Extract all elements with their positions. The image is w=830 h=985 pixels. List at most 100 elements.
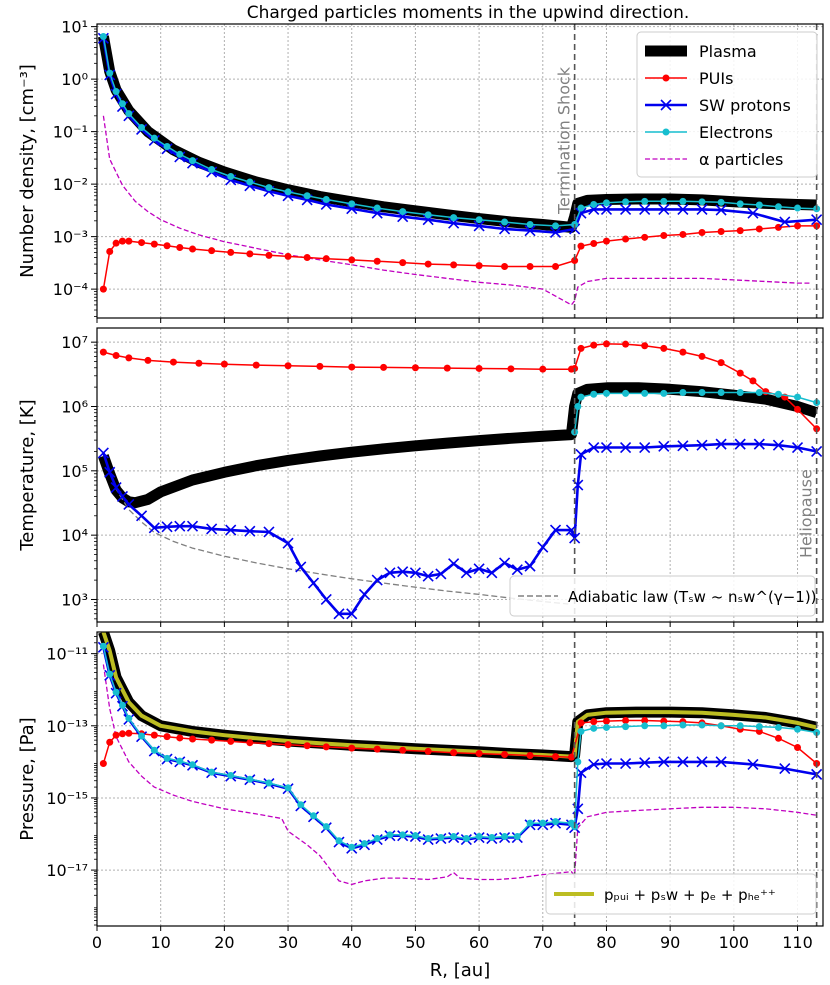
series-sw-point [320,198,332,211]
series-sw-point [161,521,173,533]
series-pui-point [641,233,649,241]
x-tick-label: 110 [782,933,813,952]
series-pui-point [220,360,228,368]
series-electron-point [99,642,107,650]
series-electron-point [513,833,521,841]
series-sw-point [435,568,447,580]
series-pui-point [246,739,254,747]
series-pui-point [698,352,706,360]
series-pui-point [112,352,120,360]
series-pui-point [348,744,356,752]
data-layer [97,32,823,306]
series-electron-point [373,835,381,843]
series-pui-point [602,237,610,245]
series-electron-point [577,204,585,212]
series-pui-point [125,354,133,362]
legend: pₚᵤᵢ + pₛw + pₑ + pₕₑ⁺⁺ [545,873,817,915]
y-tick-label: 10⁴ [61,526,88,545]
series-electron-point [679,388,687,396]
legend-label: pₚᵤᵢ + pₛw + pₑ + pₕₑ⁺⁺ [604,886,776,904]
series-electron-point [774,203,782,211]
series-electron-point [462,835,470,843]
series-sw-point [696,756,708,768]
series-pui [99,717,821,768]
series-pui-point [577,242,585,250]
y-tick-label: 10⁻¹ [53,123,88,142]
series-electron-point [590,724,598,732]
series-electron-point [227,172,235,180]
series-electron-point [577,393,585,401]
series-electron-point [163,754,171,762]
y-tick-label: 10³ [61,590,88,609]
series-pui-point [399,746,407,754]
series-pui-point [641,717,649,725]
series-sw-point [206,523,218,535]
series-alpha [102,115,811,306]
series-electron-point [246,178,254,186]
series-electron-point [641,389,649,397]
series-pui-point [507,365,515,373]
series-electron-point [717,198,725,206]
series-pui-point [118,237,126,245]
series-adiabatic-line [102,452,569,605]
y-tick-label: 10⁻¹¹ [46,645,88,664]
series-sw-point [658,756,670,768]
series-sw-point [575,448,587,460]
series-electron-point [360,840,368,848]
series-electron-point [679,721,687,729]
series-pui-point [526,752,534,760]
series-alpha-line [102,115,811,306]
series-pui-point [602,717,610,725]
series-sw-point [677,756,689,768]
y-tick-label: 10⁻² [53,175,88,194]
legend-label: Adiabatic law (Tₛw ~ nₛw^(γ−1)) [568,588,817,606]
series-pui-point [552,262,560,270]
series-electron-point [450,214,458,222]
series-sw-point [473,220,485,232]
legend-marker-pui [662,74,670,82]
series-sw-point [116,490,129,502]
series-sw-point [397,211,409,223]
series-sw-point [658,440,670,452]
series-sw-point [620,441,632,454]
series-electron-point [112,88,120,96]
series-electron-point [118,100,126,108]
series-electron-point [488,834,496,842]
series-electron-point [590,390,598,398]
series-sw-point [358,588,371,600]
series-sw-point [148,522,160,534]
series-sw [97,438,823,620]
series-sw-point [549,226,562,239]
series-electron-point [539,819,547,827]
series-pui-point [303,254,311,262]
series-sw-point [600,203,613,215]
x-tick-label: 20 [214,933,234,952]
y-tick-label: 10⁻¹³ [46,717,88,736]
plot-frame [96,23,824,319]
series-pui-point [717,359,725,367]
series-electron-point [736,722,744,730]
series-sw-point [600,441,613,454]
series-sw-point [715,204,727,216]
series-pui-point [169,358,177,366]
series-sw-point [186,520,199,532]
panel-pressure: 10⁻¹⁷ 10⁻¹⁵ 10⁻¹³ 10⁻¹¹ 0 10 20 30 40 50 60 70 80 90 1… [17,631,824,952]
series-pui-point [106,248,114,256]
series-electron-point [399,831,407,839]
panel-density: 10⁻⁴ 10⁻³ 10⁻² 10⁻¹ 10⁰ 10¹ Number density, [c… [17,18,824,323]
series-pui-point [265,251,273,259]
series-sw-point [715,756,727,768]
series-electron-point [755,201,763,209]
legend-label: SW protons [699,96,791,115]
series-electron-point [602,723,610,731]
series-pui-point [265,740,273,748]
series-pui-point [399,259,407,267]
series-sw-point [460,567,472,579]
series-sw-point [753,438,765,450]
series-electron-point [526,221,534,229]
legend: Plasma PUIs SW protons Electrons α particles [636,31,818,178]
y-axis-label: Pressure, [Pa] [17,717,38,840]
series-sw-point [511,564,523,576]
legend-label: Plasma [699,42,757,61]
series-pui-point [380,363,388,371]
